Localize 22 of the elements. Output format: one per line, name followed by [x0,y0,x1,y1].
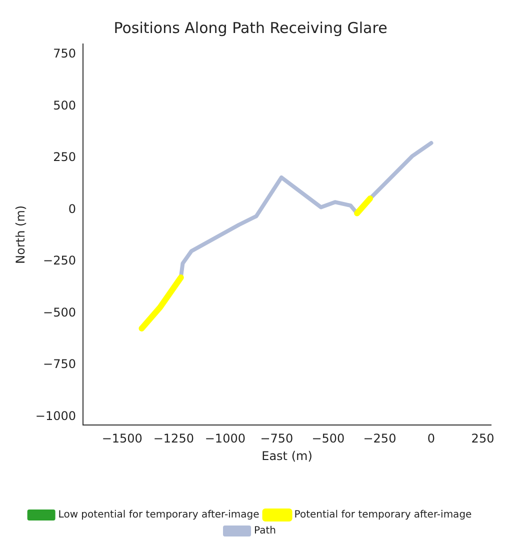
x-tick-label: −750 [260,432,294,446]
x-tick-label: −1250 [153,432,194,446]
x-tick-label: −500 [312,432,345,446]
y-tick-label: 0 [68,202,76,216]
legend-label: Potential for temporary after-image [294,510,472,521]
x-tick-label: 250 [471,432,494,446]
y-tick-label: 500 [53,98,76,112]
x-tick-label: −1500 [102,432,142,446]
y-tick-label: −750 [43,357,76,372]
legend-label: Low potential for temporary after-image [58,510,260,521]
x-tick-label: −250 [363,432,396,446]
y-tick-label: −250 [43,254,76,268]
x-tick-label: −1000 [204,432,246,446]
chart-title: Positions Along Path Receiving Glare [114,18,388,37]
x-axis-title: East (m) [262,448,312,463]
y-tick-label: −500 [43,305,76,320]
x-tick-label: 0 [427,432,436,446]
y-tick-label: 250 [53,150,76,164]
y-tick-label: 750 [53,46,76,60]
y-tick-label: −1000 [35,409,76,424]
y-axis-title: North (m) [13,205,28,264]
legend-label: Path [254,526,276,537]
